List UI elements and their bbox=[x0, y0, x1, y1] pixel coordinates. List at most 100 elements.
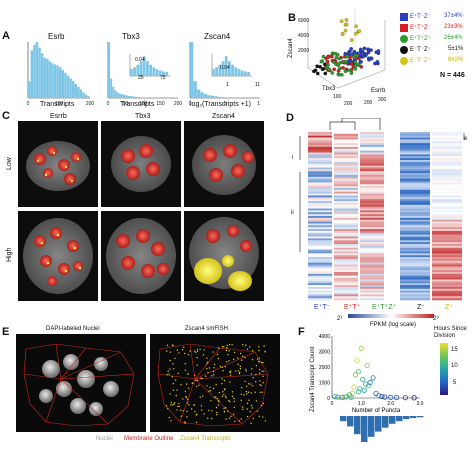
d-heat-cell bbox=[400, 186, 430, 189]
hist-bar bbox=[66, 75, 70, 98]
d-heat-cell bbox=[334, 219, 358, 222]
d-heat-cell bbox=[334, 277, 358, 280]
e-transcript-dot bbox=[263, 345, 265, 347]
d-heat-cell bbox=[308, 242, 332, 245]
d-heat-cell bbox=[308, 152, 332, 155]
d-heat-cell bbox=[308, 165, 332, 168]
d-heat-cell bbox=[308, 145, 332, 148]
d-heat-cell bbox=[400, 188, 430, 191]
d-heat-cell bbox=[360, 242, 384, 245]
f-scatter-point bbox=[354, 358, 360, 364]
hist-bar bbox=[214, 96, 218, 98]
d-heat-cell bbox=[334, 167, 358, 170]
hist-bar bbox=[48, 61, 52, 98]
hist-bar bbox=[79, 89, 83, 98]
d-heat-cell bbox=[360, 201, 384, 204]
b-scatter-point bbox=[367, 57, 371, 62]
d-heat-cell bbox=[432, 279, 462, 282]
d-heat-cell bbox=[334, 272, 358, 275]
d-heat-cell bbox=[334, 260, 358, 263]
d-col-zp: Z⁺ bbox=[445, 304, 453, 311]
e-transcript-dot bbox=[250, 373, 253, 375]
d-heat-cell bbox=[360, 146, 384, 150]
f-ytick-label: 0 bbox=[327, 396, 330, 402]
e-transcript-dot bbox=[244, 368, 247, 371]
e-transcript-dot bbox=[181, 349, 184, 351]
d-heat-cell bbox=[334, 135, 358, 138]
d-heat-cell bbox=[308, 217, 332, 221]
e-transcript-dot bbox=[176, 349, 179, 351]
d-heat-cell bbox=[308, 296, 332, 299]
d-heat-cell bbox=[432, 290, 462, 293]
e-transcript-dot bbox=[224, 395, 227, 398]
e-transcript-dot bbox=[186, 416, 188, 418]
d-heat-cell bbox=[334, 251, 358, 254]
f-marginal-bar bbox=[347, 416, 354, 427]
d-heat-cell bbox=[432, 272, 462, 275]
f-scatter-point bbox=[358, 345, 364, 351]
d-heat-cell bbox=[334, 156, 358, 159]
d-heat-cell bbox=[308, 135, 332, 138]
e-transcript-dot bbox=[201, 377, 203, 380]
d-heat-cell bbox=[308, 234, 332, 237]
d-col-etp: E⁺T⁺ bbox=[344, 304, 361, 311]
e-transcript-dot bbox=[177, 372, 180, 375]
d-heat-cell bbox=[334, 236, 358, 239]
e-transcript-dot bbox=[171, 344, 174, 346]
e-transcript-dot bbox=[208, 367, 211, 369]
hist-tick-label: 10 bbox=[257, 101, 260, 107]
e-transcript-dot bbox=[228, 360, 230, 362]
d-heat-cell bbox=[400, 217, 430, 221]
d-heat-cell bbox=[360, 247, 384, 250]
d-heat-cell bbox=[308, 285, 332, 288]
d-heat-cell bbox=[334, 275, 358, 278]
d-heat-cell bbox=[400, 132, 430, 135]
d-heat-cell bbox=[308, 275, 332, 278]
hist-bar bbox=[69, 78, 72, 98]
d-heat-cell bbox=[308, 273, 332, 277]
d-heat-cell bbox=[400, 245, 430, 249]
d-heat-cell bbox=[432, 199, 462, 202]
d-heat-cell bbox=[334, 258, 358, 262]
e-transcript-dot bbox=[183, 346, 185, 349]
e-transcript-dot bbox=[171, 375, 173, 378]
f-scatter-point bbox=[411, 395, 417, 401]
d-heat-cell bbox=[432, 161, 462, 165]
b-scatter-point bbox=[342, 59, 346, 64]
e-transcript-dot bbox=[207, 417, 209, 419]
e-transcript-dot bbox=[223, 388, 226, 391]
b-scatter-point bbox=[345, 54, 349, 59]
d-heat-cell bbox=[308, 277, 332, 280]
hist-bar bbox=[129, 96, 132, 98]
d-heat-cell bbox=[432, 219, 462, 222]
hist-bar bbox=[87, 96, 90, 98]
b-scatter-point bbox=[326, 55, 331, 59]
b-scatter-point bbox=[344, 22, 349, 27]
d-heat-cell bbox=[432, 156, 462, 159]
f-xtick-label: 1.0 bbox=[358, 401, 365, 407]
b-legend-pct: 8±2% bbox=[448, 57, 464, 63]
b-scatter-point bbox=[354, 24, 358, 29]
d-heat-cell bbox=[400, 163, 430, 166]
d-heat-cell bbox=[308, 221, 332, 224]
d-heat-cell bbox=[360, 173, 384, 176]
c-high-zscan4-cells bbox=[189, 217, 259, 291]
e-transcript-dot bbox=[242, 355, 244, 358]
e-transcript-dot bbox=[193, 374, 196, 376]
e-transcript-dot bbox=[186, 410, 188, 413]
d-heat-cell bbox=[308, 206, 332, 209]
hist-bar bbox=[197, 89, 201, 98]
b-legend-row: E⁻T⁻Z⁻ 5±1% bbox=[400, 45, 474, 56]
d-heat-cell bbox=[308, 249, 332, 252]
e-transcript-dot bbox=[165, 350, 168, 352]
d-dendrogram bbox=[329, 118, 381, 130]
hist-tick-label: 0 bbox=[107, 101, 110, 107]
d-heat-cell bbox=[360, 214, 384, 217]
hist-bar bbox=[82, 92, 85, 98]
panel-label-f: F bbox=[298, 326, 305, 338]
d-heat-cell bbox=[432, 242, 462, 245]
d-heat-cell bbox=[308, 139, 332, 142]
d-heat-cell bbox=[360, 273, 384, 277]
d-heat-cell bbox=[400, 288, 430, 291]
e-transcript-dot bbox=[252, 376, 254, 379]
